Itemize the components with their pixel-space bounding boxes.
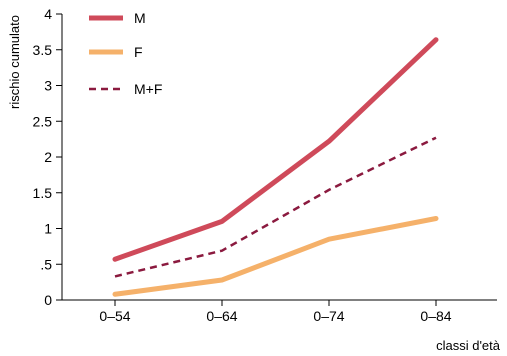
y-axis-title: rischio cumulato [7,15,22,109]
y-tick-label: 0 [44,292,52,308]
y-tick-label: 3.5 [33,42,53,58]
legend-label: F [134,44,143,60]
legend-label: M [134,10,146,26]
x-tick-label: 0–64 [206,308,237,324]
x-ticks: 0–54 0–64 0–74 0–84 [99,300,452,324]
y-tick-label: .5 [40,256,52,272]
y-tick-label: 3 [44,78,52,94]
series-layer [112,37,439,297]
y-tick-label: 1 [44,221,52,237]
legend: M F M+F [89,10,162,97]
x-tick-label: 0–54 [99,308,130,324]
y-tick-label: 2.5 [33,113,53,129]
series-line-m [112,37,439,262]
y-ticks: 0 .5 1 1.5 2 2.5 3 3.5 4 [33,6,62,308]
series-line-mplusf [114,136,437,278]
y-tick-label: 1.5 [33,185,53,201]
legend-label: M+F [134,81,162,97]
series-line-f [112,215,439,297]
y-tick-label: 2 [44,149,52,165]
x-tick-label: 0–74 [313,308,344,324]
x-axis-title: classi d'età [436,338,501,353]
x-tick-label: 0–84 [420,308,451,324]
y-tick-label: 4 [44,6,52,22]
